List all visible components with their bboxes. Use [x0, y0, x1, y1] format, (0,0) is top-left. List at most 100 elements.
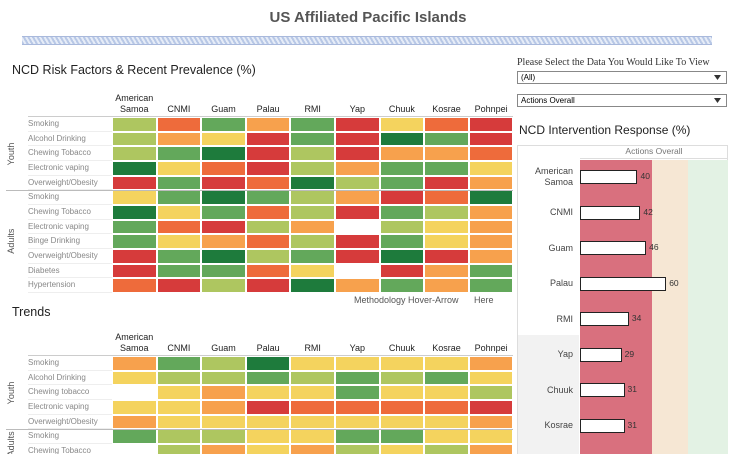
column-header: Kosrae [432, 104, 461, 114]
group-rule [6, 429, 514, 431]
heat-cell [335, 414, 380, 430]
heat-cell [290, 278, 335, 294]
label-band [518, 335, 579, 454]
heat-cell [290, 385, 335, 400]
heat-cell [201, 263, 246, 279]
heat-cell [424, 400, 469, 415]
row-label: Diabetes [28, 264, 112, 279]
category-label: Guam [548, 242, 573, 253]
heat-cell [245, 234, 291, 250]
heat-cell [424, 161, 469, 176]
range-band [687, 160, 728, 454]
column-header: Pohnpei [474, 104, 508, 114]
category-label: Kosrae [544, 420, 573, 430]
heat-cell [468, 117, 514, 132]
heat-cell [201, 146, 246, 161]
heat-cell [201, 205, 246, 220]
heat-cell [245, 278, 291, 294]
heat-cell [335, 400, 380, 415]
heat-cell [468, 385, 514, 400]
heat-cell [245, 444, 291, 454]
row-label: Alcohol Drinking [28, 132, 112, 147]
heat-cell [112, 370, 157, 386]
column-header: CNMI [167, 343, 191, 353]
heat-cell [424, 249, 469, 264]
heat-cell [468, 263, 514, 279]
heat-cell [112, 385, 157, 400]
bar [580, 241, 647, 255]
heat-cell [424, 205, 469, 220]
heat-cell [468, 370, 514, 386]
chart-title: NCD Risk Factors & Recent Prevalence (%) [12, 63, 256, 77]
heat-cell [156, 249, 202, 264]
category-label: Palau [549, 278, 573, 288]
row-label: Chewing Tobacco [28, 146, 112, 161]
heat-cell [112, 117, 157, 132]
heat-cell [335, 249, 380, 264]
heat-cell [156, 190, 202, 205]
heat-cell [245, 131, 291, 147]
heat-cell [201, 175, 246, 191]
row-label: Overweight/Obesity [28, 415, 112, 430]
row-label: Electronic vaping [28, 220, 112, 235]
column-header: Chuuk [388, 104, 415, 114]
heat-cell [379, 356, 425, 371]
value-label: 60 [669, 277, 679, 288]
heat-cell [112, 278, 157, 294]
heat-cell [468, 278, 514, 294]
heat-cell [379, 278, 425, 294]
column-header: American Samoa [115, 332, 154, 353]
group-rule [6, 190, 514, 192]
column-header: RMI [304, 104, 321, 114]
group-label: Youth [6, 381, 16, 405]
series-header: Actions Overall [580, 146, 728, 159]
heat-cell [335, 190, 380, 205]
column-header: Palau [256, 104, 280, 114]
heat-cell [424, 234, 469, 250]
heat-cell [245, 370, 291, 386]
value-label: 42 [643, 206, 653, 217]
heat-cell [468, 444, 514, 454]
heat-cell [201, 429, 246, 444]
heat-cell [468, 234, 514, 250]
heat-cell [156, 414, 202, 430]
heat-cell [245, 429, 291, 444]
methodology-link[interactable]: Here [474, 295, 494, 305]
heat-cell [245, 219, 291, 235]
heat-cell [335, 429, 380, 444]
heat-cell [201, 117, 246, 132]
heat-cell [290, 400, 335, 415]
heat-cell [335, 444, 380, 454]
column-header: Chuuk [388, 343, 415, 353]
heat-cell [335, 146, 380, 161]
heat-cell [156, 117, 202, 132]
heat-cell [245, 190, 291, 205]
heat-cell [201, 131, 246, 147]
column-header: Yap [349, 343, 365, 353]
heat-cell [112, 414, 157, 430]
heat-cell [112, 219, 157, 235]
filter-prompt: Please Select the Data You Would Like To… [517, 57, 710, 68]
dropdown[interactable]: Actions Overall [517, 94, 727, 107]
category-label: Yap [557, 349, 573, 359]
column-header: Yap [349, 104, 365, 114]
heat-cell [379, 175, 425, 191]
heat-cell [245, 146, 291, 161]
heat-cell [424, 190, 469, 205]
heat-cell [290, 356, 335, 371]
heat-cell [201, 414, 246, 430]
heat-cell [335, 263, 380, 279]
heat-cell [424, 131, 469, 147]
heat-cell [468, 190, 514, 205]
heat-cell [379, 370, 425, 386]
heat-cell [245, 205, 291, 220]
dropdown-value: (All) [521, 73, 536, 82]
heat-cell [156, 146, 202, 161]
heat-cell [112, 356, 157, 371]
heat-cell [379, 146, 425, 161]
heat-cell [245, 356, 291, 371]
heat-cell [379, 263, 425, 279]
heat-cell [424, 385, 469, 400]
dropdown[interactable]: (All) [517, 71, 727, 84]
